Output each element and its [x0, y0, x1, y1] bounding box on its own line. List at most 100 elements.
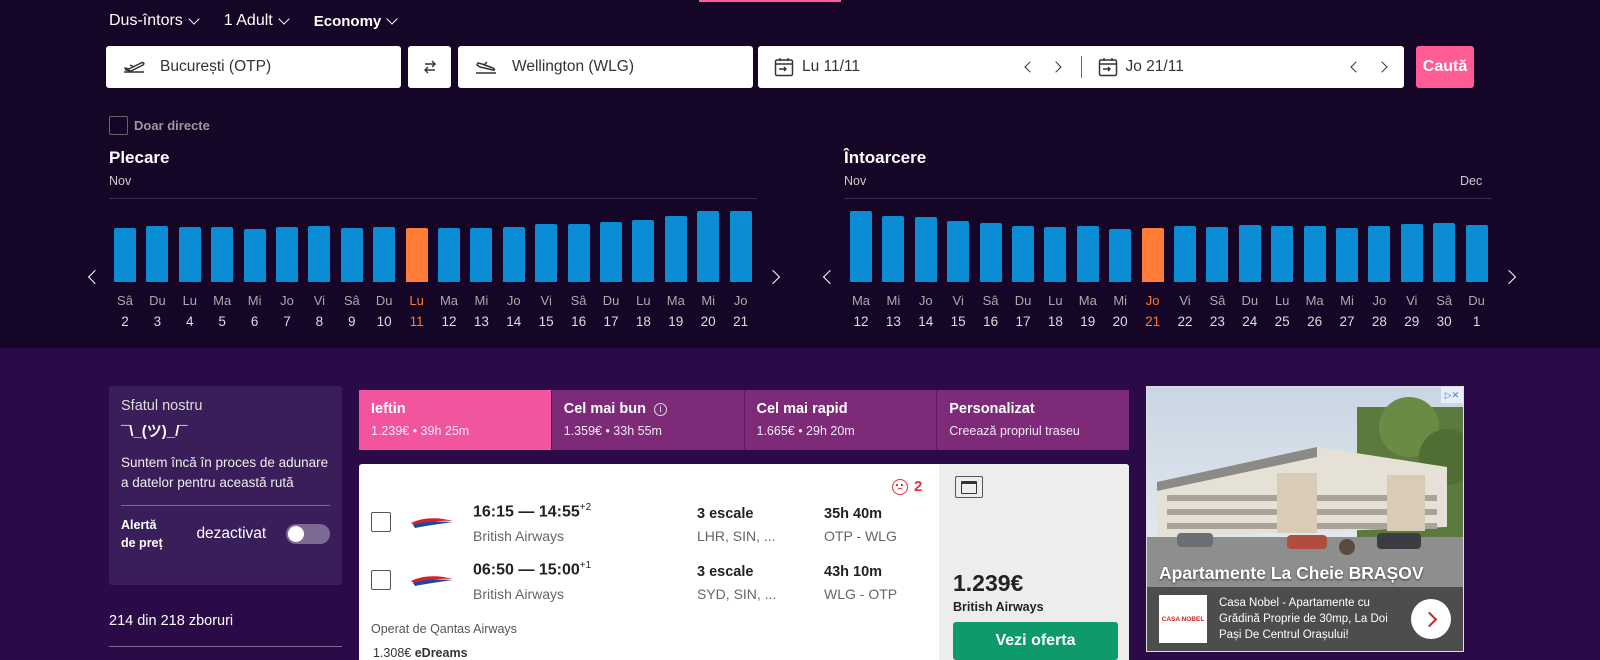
departure-day-number[interactable]: 8 [315, 314, 324, 329]
direct-only-checkbox[interactable] [109, 116, 128, 135]
departure-calendar-prev-button[interactable] [87, 269, 103, 285]
return-day-number[interactable]: 1 [1472, 314, 1481, 329]
return-day-number[interactable]: 30 [1436, 314, 1452, 329]
advertisement[interactable]: ▷✕ Apartamente La Cheie BRAȘOV CASA NOBE… [1146, 386, 1464, 652]
return-price-bar[interactable] [1141, 228, 1164, 282]
return-price-bar[interactable] [1433, 223, 1456, 282]
departure-price-bar[interactable] [243, 229, 266, 282]
return-day-number[interactable]: 29 [1404, 314, 1420, 329]
return-price-bar[interactable] [1238, 225, 1261, 282]
alternative-price[interactable]: 1.308€ eDreams [373, 646, 468, 660]
return-day-number[interactable]: 23 [1209, 314, 1225, 329]
return-day-number[interactable]: 22 [1177, 314, 1193, 329]
depart-next-day-button[interactable] [1050, 61, 1062, 73]
departure-day-number[interactable]: 20 [700, 314, 716, 329]
return-price-bar[interactable] [914, 217, 937, 282]
departure-day-number[interactable]: 13 [473, 314, 489, 329]
return-calendar-next-button[interactable] [1501, 269, 1517, 285]
departure-price-bar[interactable] [502, 227, 525, 282]
ad-arrow-button[interactable] [1411, 599, 1451, 639]
return-price-bar[interactable] [1465, 225, 1488, 282]
departure-price-bar[interactable] [729, 211, 752, 282]
origin-field[interactable]: București (OTP) [106, 46, 401, 88]
return-prev-day-button[interactable] [1349, 61, 1362, 73]
return-price-bar[interactable] [1012, 226, 1034, 282]
departure-price-bar[interactable] [146, 226, 169, 282]
tab-best[interactable]: Cel mai bun i 1.359€ • 33h 55m [551, 390, 745, 450]
return-day-number[interactable]: 17 [1015, 314, 1031, 329]
departure-calendar-next-button[interactable] [765, 269, 781, 285]
return-day-number[interactable]: 24 [1242, 314, 1258, 329]
return-day-number[interactable]: 26 [1307, 314, 1323, 329]
return-price-bar[interactable] [1076, 226, 1099, 282]
ad-choices-icon[interactable]: ▷✕ [1441, 387, 1463, 403]
departure-price-bar[interactable] [535, 224, 558, 282]
return-price-bar[interactable] [979, 223, 1002, 282]
tab-cheapest[interactable]: Ieftin 1.239€ • 39h 25m [359, 390, 552, 450]
direct-only-filter[interactable]: Doar directe [109, 116, 210, 135]
return-price-bar[interactable] [1206, 227, 1229, 282]
departure-price-bar[interactable] [114, 228, 136, 282]
departure-day-number[interactable]: 12 [441, 314, 457, 329]
return-day-number[interactable]: 21 [1145, 314, 1161, 329]
flight-result-card[interactable]: 2 16:15 — 14:55+2 British Airways 3 esca… [359, 464, 1129, 660]
return-day-number[interactable]: 27 [1339, 314, 1355, 329]
destination-field[interactable]: Wellington (WLG) [458, 46, 753, 88]
return-day-number[interactable]: 18 [1047, 314, 1063, 329]
return-day-number[interactable]: 25 [1274, 314, 1290, 329]
view-offer-button[interactable]: Vezi oferta [953, 622, 1118, 660]
swap-button[interactable] [408, 46, 451, 88]
departure-day-number[interactable]: 2 [121, 314, 129, 329]
departure-price-bar[interactable] [632, 220, 655, 282]
departure-price-bar[interactable] [405, 228, 428, 282]
return-leg-checkbox[interactable] [371, 570, 391, 590]
departure-day-number[interactable]: 21 [733, 314, 749, 329]
outbound-leg-checkbox[interactable] [371, 512, 391, 532]
return-day-number[interactable]: 16 [983, 314, 999, 329]
return-day-number[interactable]: 15 [950, 314, 966, 329]
departure-price-bar[interactable] [664, 216, 687, 282]
departure-price-bar[interactable] [276, 227, 298, 282]
departure-day-number[interactable]: 7 [283, 314, 291, 329]
departure-price-bar[interactable] [178, 227, 201, 282]
departure-price-bar[interactable] [308, 226, 331, 282]
departure-day-number[interactable]: 10 [376, 314, 392, 329]
departure-price-bar[interactable] [567, 224, 590, 282]
departure-day-number[interactable]: 18 [635, 314, 651, 329]
departure-day-number[interactable]: 5 [218, 314, 226, 329]
return-price-bar[interactable] [1303, 226, 1326, 282]
departure-day-number[interactable]: 16 [571, 314, 587, 329]
departure-day-number[interactable]: 4 [186, 314, 194, 329]
departure-price-bar[interactable] [697, 211, 720, 282]
return-price-bar[interactable] [1368, 226, 1391, 282]
tab-fastest[interactable]: Cel mai rapid 1.665€ • 29h 20m [744, 390, 938, 450]
return-day-number[interactable]: 19 [1080, 314, 1096, 329]
return-price-bar[interactable] [1271, 226, 1294, 282]
return-price-bar[interactable] [1336, 228, 1358, 282]
departure-day-number[interactable]: 9 [348, 314, 356, 329]
return-day-number[interactable]: 12 [853, 314, 869, 329]
return-price-bar[interactable] [882, 216, 905, 282]
departure-price-bar[interactable] [600, 222, 622, 282]
depart-date-field[interactable]: Lu 11/11 [758, 46, 1081, 88]
return-price-bar[interactable] [1109, 229, 1132, 282]
departure-price-bar[interactable] [373, 227, 396, 282]
departure-price-bar[interactable] [438, 228, 460, 282]
return-day-number[interactable]: 14 [918, 314, 934, 329]
depart-prev-day-button[interactable] [1024, 61, 1036, 73]
return-price-bar[interactable] [1400, 224, 1423, 282]
return-day-number[interactable]: 13 [885, 314, 901, 329]
return-price-bar[interactable] [947, 221, 970, 282]
passengers-dropdown[interactable]: 1 Adult [224, 12, 290, 30]
price-alert-toggle[interactable] [285, 524, 330, 544]
departure-day-number[interactable]: 6 [250, 314, 259, 329]
return-day-number[interactable]: 20 [1112, 314, 1128, 329]
info-icon[interactable]: i [653, 402, 667, 416]
departure-day-number[interactable]: 11 [409, 314, 424, 329]
cabin-dropdown[interactable]: Economy [314, 12, 398, 30]
departure-day-number[interactable]: 19 [668, 314, 684, 329]
departure-price-bar[interactable] [470, 228, 493, 282]
search-button[interactable]: Caută [1416, 46, 1474, 88]
trip-type-dropdown[interactable]: Dus-întors [109, 12, 200, 30]
return-calendar-prev-button[interactable] [822, 269, 838, 285]
